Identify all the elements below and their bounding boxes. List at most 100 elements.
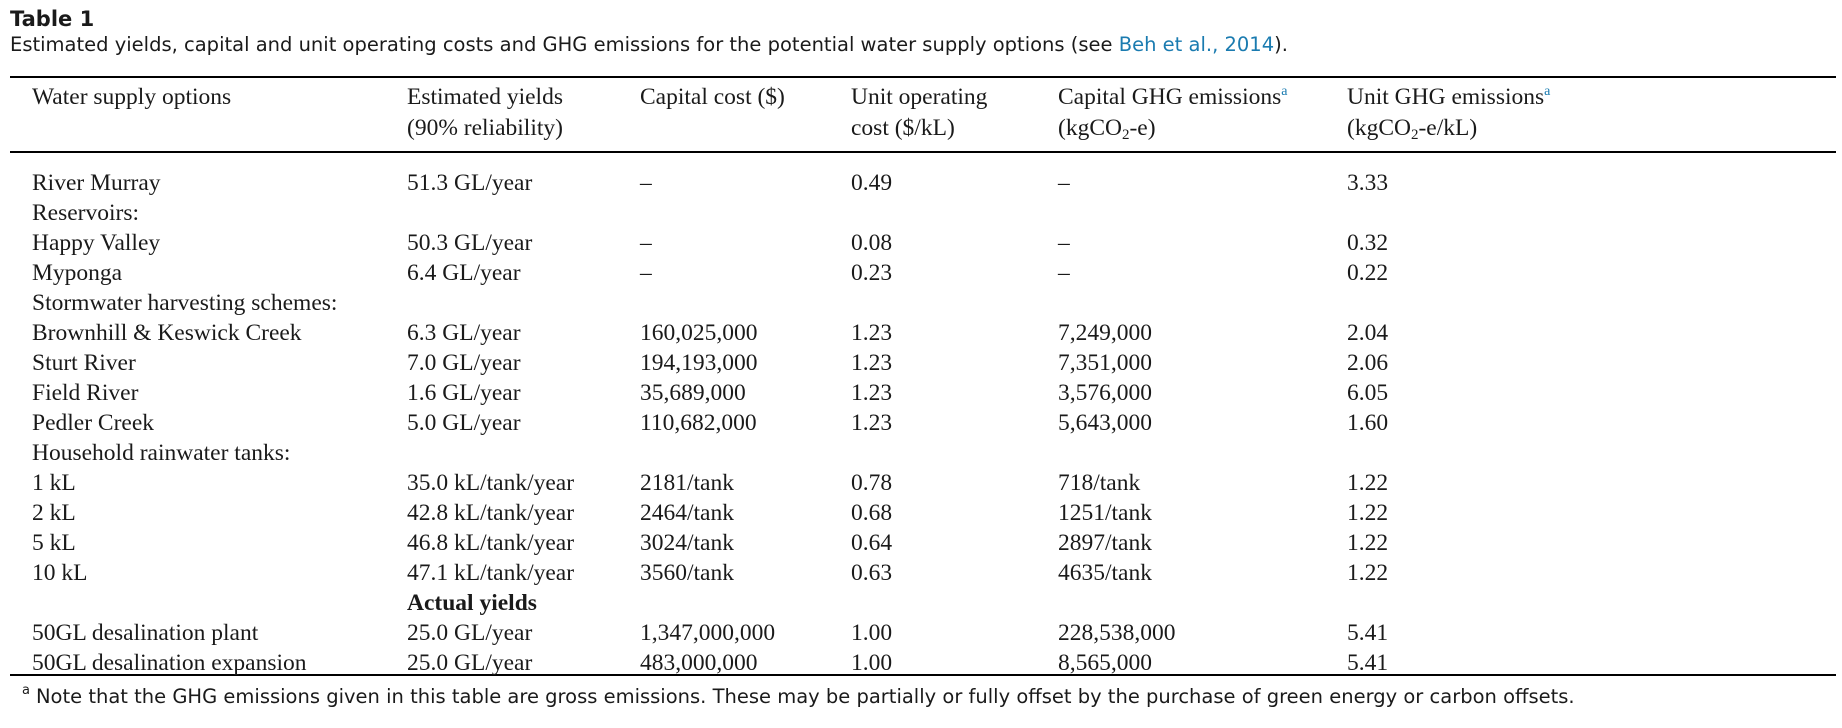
cell-unit-cost: 0.23 <box>851 260 893 286</box>
cell-unit-ghg: 0.32 <box>1347 230 1389 256</box>
cell-capital-ghg: 228,538,000 <box>1058 620 1176 646</box>
cell-yield: 6.4 GL/year <box>407 260 521 286</box>
cell-capital-ghg <box>1036 288 1325 318</box>
cell-unit-cost: 0.08 <box>851 230 893 256</box>
header-unit-operating-cost: Unit operating cost ($/kL) <box>851 84 988 141</box>
cell-yield: 46.8 kL/tank/year <box>407 530 575 556</box>
cell-unit-ghg: 5.41 <box>1347 650 1389 676</box>
cell-capital-cost: 3024/tank <box>640 530 734 556</box>
cell-capital-ghg <box>1036 438 1325 468</box>
cell-yield: 25.0 GL/year <box>407 650 533 676</box>
cell-option: 10 kL <box>32 560 88 586</box>
footnote-text: Note that the GHG emissions given in thi… <box>35 685 1575 708</box>
cell-unit-cost <box>829 438 1036 468</box>
cell-unit-ghg <box>1325 438 1836 468</box>
table-row: Happy Valley 50.3 GL/year – 0.08 – 0.32 <box>10 228 1836 258</box>
cell-capital-ghg <box>1036 198 1325 228</box>
cell-unit-ghg: 1.22 <box>1347 500 1389 526</box>
cell-unit-cost: 1.23 <box>851 410 893 436</box>
cell-option: 50GL desalination plant <box>32 620 259 646</box>
cell-yield: 25.0 GL/year <box>407 620 533 646</box>
cell-option: River Murray <box>32 170 161 196</box>
table-header: Water supply options Estimated yields (90… <box>10 79 1836 168</box>
cell-unit-ghg: 3.33 <box>1347 170 1389 196</box>
footnote-marker-link[interactable]: a <box>1544 84 1551 99</box>
cell-unit-cost: 1.00 <box>851 650 893 676</box>
table-row: Household rainwater tanks: <box>10 438 1836 468</box>
cell-option: Reservoirs: <box>32 200 140 226</box>
cell-yield: 7.0 GL/year <box>407 350 521 376</box>
header-water-supply-options: Water supply options <box>32 84 232 110</box>
table-row: 1 kL 35.0 kL/tank/year 2181/tank 0.78 718/ta… <box>10 468 1836 498</box>
cell-capital-ghg: 7,351,000 <box>1058 350 1152 376</box>
table-header-rule <box>10 151 1836 153</box>
table-row: Brownhill & Keswick Creek 6.3 GL/year 160,… <box>10 318 1836 348</box>
cell-yield: 5.0 GL/year <box>407 410 521 436</box>
cell-capital-ghg: 8,565,000 <box>1058 650 1152 676</box>
cell-capital-ghg: 1251/tank <box>1058 500 1152 526</box>
cell-unit-ghg: 2.04 <box>1347 320 1389 346</box>
cell-capital-cost: 1,347,000,000 <box>640 620 776 646</box>
citation-link[interactable]: Beh et al., 2014 <box>1118 33 1275 56</box>
cell-option: Field River <box>32 380 139 406</box>
cell-capital-cost: – <box>640 260 652 286</box>
header-estimated-yields: Estimated yields (90% reliability) <box>407 84 563 141</box>
cell-option: Sturt River <box>32 350 136 376</box>
cell-capital-ghg: 3,576,000 <box>1058 380 1152 406</box>
table-caption: Table 1 Estimated yields, capital and un… <box>10 6 1830 58</box>
cell-unit-cost <box>829 288 1036 318</box>
table-label: Table 1 <box>10 7 95 31</box>
cell-capital-cost: 194,193,000 <box>640 350 758 376</box>
cell-capital-ghg: 5,643,000 <box>1058 410 1152 436</box>
cell-option: 5 kL <box>32 530 76 556</box>
table-footnote: a Note that the GHG emissions given in th… <box>10 684 1836 710</box>
cell-capital-cost <box>618 288 829 318</box>
footnote-marker-link[interactable]: a <box>1281 84 1288 99</box>
cell-unit-cost: 1.23 <box>851 320 893 346</box>
cell-yield <box>385 438 618 468</box>
table-row: Pedler Creek 5.0 GL/year 110,682,000 1.23 5,… <box>10 408 1836 438</box>
cell-yield: 6.3 GL/year <box>407 320 521 346</box>
header-capital-ghg: Capital GHG emissionsa (kgCO2-e) <box>1058 84 1288 143</box>
cell-unit-cost: 0.64 <box>851 530 893 556</box>
cell-unit-ghg <box>1325 588 1836 618</box>
table-row: Actual yields <box>10 588 1836 618</box>
cell-unit-cost <box>829 198 1036 228</box>
cell-yield: 35.0 kL/tank/year <box>407 470 575 496</box>
cell-unit-cost <box>829 588 1036 618</box>
cell-capital-cost: – <box>640 170 652 196</box>
water-supply-table: Water supply options Estimated yields (90… <box>10 79 1836 678</box>
table-row: 2 kL 42.8 kL/tank/year 2464/tank 0.68 1251/t… <box>10 498 1836 528</box>
cell-capital-cost <box>618 588 829 618</box>
cell-capital-ghg: 2897/tank <box>1058 530 1152 556</box>
table-row: 50GL desalination plant 25.0 GL/year 1,347… <box>10 618 1836 648</box>
cell-capital-cost: 3560/tank <box>640 560 734 586</box>
cell-capital-ghg: – <box>1058 170 1070 196</box>
cell-option: Happy Valley <box>32 230 161 256</box>
cell-unit-cost: 0.68 <box>851 500 893 526</box>
cell-option <box>10 588 385 618</box>
cell-unit-cost: 0.63 <box>851 560 893 586</box>
cell-unit-cost: 0.49 <box>851 170 893 196</box>
table-row: 5 kL 46.8 kL/tank/year 3024/tank 0.64 2897/t… <box>10 528 1836 558</box>
cell-yield: 1.6 GL/year <box>407 380 521 406</box>
cell-yield: 47.1 kL/tank/year <box>407 560 575 586</box>
table-row: Stormwater harvesting schemes: <box>10 288 1836 318</box>
cell-unit-ghg <box>1325 288 1836 318</box>
cell-capital-cost: 2464/tank <box>640 500 734 526</box>
cell-option: 1 kL <box>32 470 76 496</box>
cell-option: Brownhill & Keswick Creek <box>32 320 302 346</box>
table-row: River Murray 51.3 GL/year – 0.49 – 3.33 <box>10 168 1836 198</box>
cell-capital-cost: 160,025,000 <box>640 320 758 346</box>
cell-unit-ghg: 1.22 <box>1347 560 1389 586</box>
cell-unit-cost: 1.23 <box>851 380 893 406</box>
cell-unit-ghg: 6.05 <box>1347 380 1389 406</box>
header-unit-ghg: Unit GHG emissionsa (kgCO2-e/kL) <box>1347 84 1551 143</box>
cell-unit-ghg: 1.60 <box>1347 410 1389 436</box>
cell-unit-ghg: 5.41 <box>1347 620 1389 646</box>
table-bottom-rule <box>10 674 1836 676</box>
cell-option: Household rainwater tanks: <box>32 440 291 466</box>
cell-capital-cost: 483,000,000 <box>640 650 758 676</box>
cell-capital-ghg: 7,249,000 <box>1058 320 1152 346</box>
footnote-marker: a <box>22 683 30 698</box>
